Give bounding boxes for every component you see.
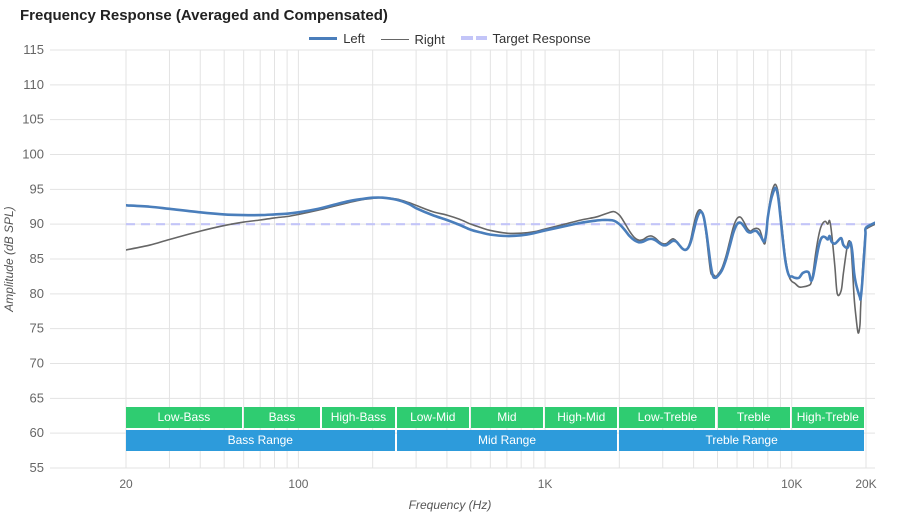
svg-text:1K: 1K	[538, 477, 553, 491]
svg-text:105: 105	[22, 112, 44, 127]
svg-text:95: 95	[30, 181, 44, 196]
svg-text:20K: 20K	[855, 477, 876, 491]
svg-text:60: 60	[30, 425, 44, 440]
svg-text:100: 100	[288, 477, 308, 491]
svg-text:110: 110	[23, 77, 44, 92]
svg-text:70: 70	[30, 356, 44, 371]
svg-text:85: 85	[30, 251, 44, 266]
svg-text:115: 115	[23, 42, 44, 57]
svg-text:55: 55	[30, 460, 44, 475]
svg-text:80: 80	[30, 286, 44, 301]
svg-text:100: 100	[22, 147, 44, 162]
svg-text:75: 75	[30, 321, 44, 336]
svg-text:10K: 10K	[781, 477, 802, 491]
svg-text:20: 20	[119, 477, 133, 491]
svg-text:90: 90	[30, 216, 44, 231]
svg-text:65: 65	[30, 390, 44, 405]
